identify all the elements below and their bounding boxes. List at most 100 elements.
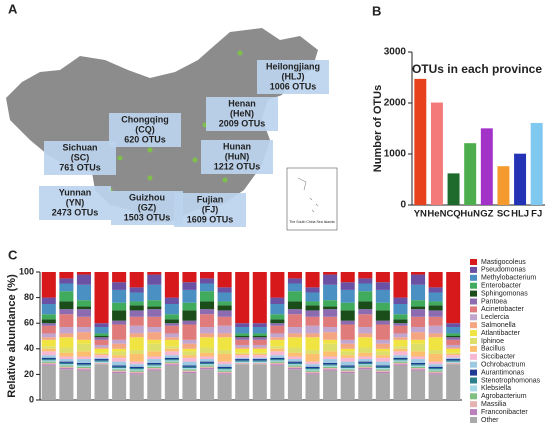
stack-segment <box>428 325 443 334</box>
bar <box>430 102 443 205</box>
stack-segment <box>235 344 250 348</box>
stack-segment <box>182 348 197 352</box>
stack-segment <box>270 359 285 361</box>
legend-swatch <box>470 401 477 408</box>
stack-segment <box>129 361 144 365</box>
stack-segment <box>235 272 250 324</box>
legend-swatch <box>470 361 477 368</box>
stack-segment <box>200 359 215 362</box>
stack-segment <box>112 355 127 358</box>
stack-segment <box>76 370 91 400</box>
stack-segment <box>270 355 285 358</box>
stack-segment <box>323 351 338 357</box>
stack-segment <box>200 301 215 310</box>
stack-segment <box>375 339 390 344</box>
legend-label: Iphinoe <box>481 338 504 345</box>
stack-segment <box>323 369 338 371</box>
stack-segment <box>411 351 426 357</box>
province-name: Fujian <box>197 194 224 204</box>
stack-segment <box>164 362 179 365</box>
stack-segment <box>446 323 461 328</box>
stack-segment <box>112 282 127 290</box>
stack-segment <box>287 333 302 338</box>
stack-segment <box>112 357 127 362</box>
stack-segment <box>340 302 355 311</box>
stack-segment <box>164 348 179 352</box>
stack-segment <box>94 323 109 328</box>
province-name: Chongqing <box>121 114 168 124</box>
stack-segment <box>235 357 250 360</box>
stack-segment <box>112 310 127 321</box>
legend-swatch <box>470 290 477 297</box>
stack-segment <box>147 366 162 368</box>
stack-segment <box>164 304 179 315</box>
stack-segment <box>252 339 267 345</box>
stack-segment <box>428 287 443 293</box>
province-otus: 2009 OTUs <box>219 118 266 128</box>
stack-segment <box>323 356 338 360</box>
y-tick-label: 0 <box>29 394 34 404</box>
stack-segment <box>41 346 56 349</box>
stack-segment <box>94 344 109 348</box>
stack-segment <box>200 278 215 284</box>
stack-segment <box>41 339 56 347</box>
x-tick-label: GZ <box>480 209 493 220</box>
legend-label: Bacillus <box>481 346 506 353</box>
inset-islands <box>297 177 319 213</box>
stack-segment <box>323 359 338 363</box>
stack-segment <box>41 364 56 366</box>
stack-segment <box>41 297 56 304</box>
stack-segment <box>217 368 232 370</box>
stack-segment <box>287 283 302 292</box>
stack-segment <box>375 351 390 356</box>
stack-segment <box>270 325 285 334</box>
stack-segment <box>200 365 215 367</box>
stack-segment <box>305 301 320 306</box>
stack-segment <box>428 366 443 368</box>
stack-segment <box>358 362 373 365</box>
x-tick-label: HuN <box>460 209 480 220</box>
x-tick-label: FJ <box>531 209 542 220</box>
stack-segment <box>59 359 74 362</box>
legend-swatch <box>470 338 477 344</box>
stack-segment <box>305 369 320 371</box>
stack-segment <box>270 361 285 363</box>
bar <box>480 128 493 205</box>
stack-segment <box>217 371 232 374</box>
stack-segment <box>164 365 179 400</box>
stack-segment <box>393 362 408 365</box>
stack-segment <box>358 365 373 367</box>
stack-segment <box>340 324 355 340</box>
stack-segment <box>252 323 267 328</box>
stack-segment <box>411 327 426 333</box>
stack-segment <box>323 309 338 317</box>
y-tick-label: 20 <box>24 369 34 379</box>
stack-segment <box>112 370 127 372</box>
stack-segment <box>129 287 144 293</box>
stack-segment <box>393 346 408 349</box>
stack-segment <box>235 353 250 356</box>
stack-segment <box>375 282 390 290</box>
stack-segment <box>358 327 373 334</box>
stack-segment <box>287 301 302 310</box>
stack-segment <box>94 364 109 400</box>
stack-segment <box>112 373 127 400</box>
stack-segment <box>252 362 267 365</box>
stack-segment <box>428 316 443 326</box>
stack-segment <box>252 344 267 348</box>
y-tick-label: 80 <box>24 292 34 302</box>
stack-segment <box>59 327 74 334</box>
province-box <box>206 97 278 131</box>
stack-segment <box>287 352 302 357</box>
stack-segment <box>340 368 355 370</box>
stack-segment <box>411 339 426 344</box>
stack-segment <box>200 272 215 279</box>
stack-segment <box>358 314 373 328</box>
stack-segment <box>375 355 390 358</box>
stack-segment <box>182 339 197 344</box>
stack-segment <box>411 365 426 367</box>
stack-segment <box>393 355 408 358</box>
stack-segment <box>305 305 320 311</box>
stack-segment <box>305 371 320 374</box>
stack-segment <box>164 325 179 334</box>
